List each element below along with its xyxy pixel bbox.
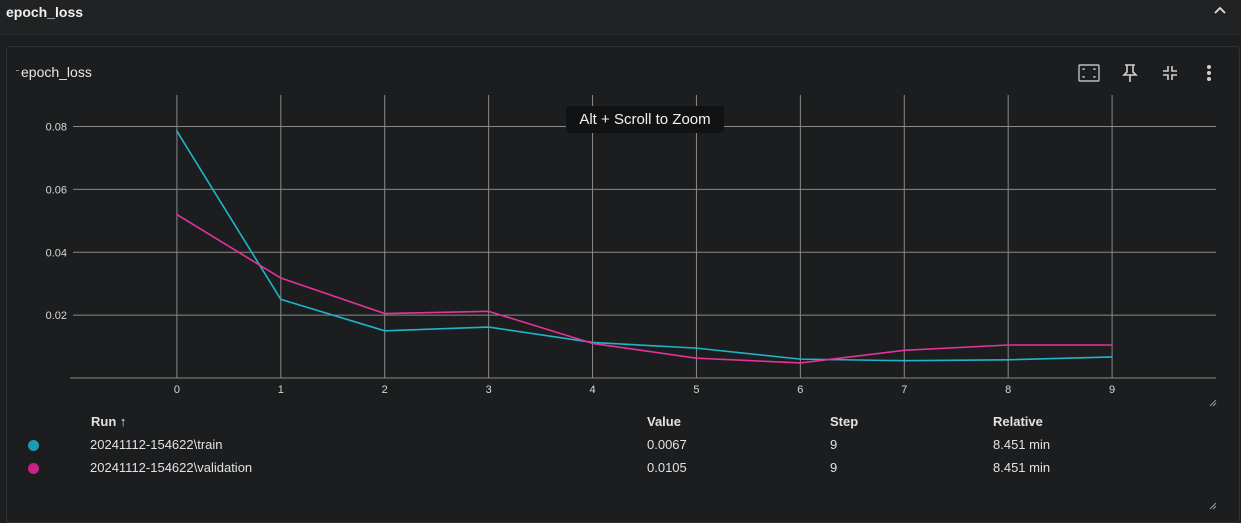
data-point-validation (799, 362, 802, 364)
data-point-validation (280, 277, 282, 279)
x-tick-label: 7 (901, 384, 907, 396)
zoom-hint-tooltip: Alt + Scroll to Zoom (566, 106, 724, 133)
data-point-train (487, 326, 490, 328)
header-run[interactable]: Run ↑ (91, 414, 127, 429)
row-relative-validation: 8.451 min (993, 460, 1051, 475)
data-point-train (280, 298, 282, 301)
row-step-validation: 9 (830, 460, 838, 475)
data-point-validation (176, 213, 178, 216)
data-point-validation (591, 342, 594, 345)
table-resize-handle-icon[interactable] (1209, 502, 1217, 510)
chart-resize-handle-icon[interactable] (1209, 399, 1217, 407)
data-point-validation (487, 310, 490, 313)
row-value-validation: 0.0105 (647, 460, 687, 475)
card-title: epoch_loss (21, 64, 92, 80)
x-tick-label: 2 (382, 384, 388, 396)
data-point-train (1007, 358, 1009, 361)
x-tick-label: 4 (589, 384, 595, 396)
header-relative[interactable]: Relative (993, 414, 1043, 429)
x-tick-label: 5 (693, 384, 699, 396)
row-relative-train: 8.451 min (993, 437, 1051, 452)
y-tick-label: 0.08 (46, 122, 67, 134)
data-point-validation (1007, 344, 1009, 346)
data-point-train (383, 330, 386, 332)
data-point-validation (383, 312, 386, 315)
data-point-validation (1111, 344, 1113, 346)
data-point-validation (695, 357, 698, 359)
x-tick-label: 6 (797, 384, 803, 396)
x-tick-label: 3 (486, 384, 492, 396)
data-point-train (1111, 356, 1113, 358)
row-value-train: 0.0067 (647, 437, 687, 452)
row-step-train: 9 (830, 437, 838, 452)
y-tick-label: 0.04 (46, 247, 67, 259)
data-point-train (695, 347, 698, 349)
card-title-marker (16, 70, 19, 71)
data-point-train (176, 130, 178, 133)
x-tick-label: 1 (278, 384, 284, 396)
row-run-validation: 20241112-154622\validation (90, 460, 253, 475)
collapse-arrows-icon[interactable] (1158, 61, 1182, 85)
fit-to-domain-icon[interactable] (1077, 61, 1101, 85)
section-title: epoch_loss (6, 4, 84, 20)
y-tick-label: 0.06 (46, 184, 67, 196)
data-point-validation (903, 349, 906, 352)
x-tick-label: 9 (1109, 384, 1115, 396)
chevron-up-icon[interactable] (1209, 0, 1231, 22)
row-run-train: 20241112-154622\train (90, 437, 223, 452)
x-tick-label: 8 (1005, 384, 1011, 396)
data-point-train (799, 358, 802, 360)
header-value[interactable]: Value (647, 414, 681, 429)
x-tick-label: 0 (174, 384, 180, 396)
data-point-train (903, 359, 906, 362)
y-tick-label: 0.02 (46, 310, 67, 322)
series-line-train (176, 130, 1113, 362)
series-line-validation (176, 213, 1113, 364)
header-step[interactable]: Step (830, 414, 859, 429)
pin-icon[interactable] (1118, 61, 1142, 85)
more-vert-icon[interactable] (1197, 61, 1221, 85)
section-header: epoch_loss (0, 0, 1241, 35)
